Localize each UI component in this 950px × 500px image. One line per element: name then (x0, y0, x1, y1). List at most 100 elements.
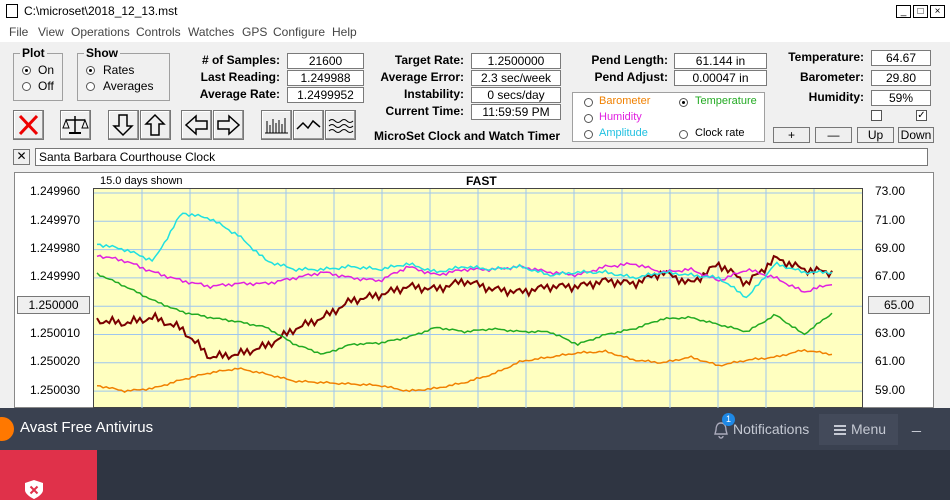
checkbox-right[interactable]: ✓ (916, 110, 927, 121)
show-averages-radio[interactable] (86, 82, 95, 91)
arrow-down-icon (112, 114, 134, 137)
menu-file[interactable]: File (9, 25, 29, 39)
x-icon (18, 114, 39, 136)
instability-value: 0 secs/day (471, 87, 561, 103)
average-error-value: 2.3 sec/week (471, 70, 561, 86)
avast-status-tile[interactable] (0, 450, 97, 500)
menu-watches[interactable]: Watches (188, 25, 235, 39)
avast-window: Avast Free Antivirus 1 Notifications Men… (0, 408, 950, 500)
clock-name-field[interactable]: Santa Barbara Courthouse Clock (35, 148, 928, 166)
clock-rate-option: Clock rate (695, 127, 745, 139)
menu-view[interactable]: View (38, 25, 64, 39)
series-line-temperature (96, 272, 833, 355)
arrow-right-icon (217, 114, 241, 136)
menu-label: Menu (851, 421, 887, 437)
show-rates-radio[interactable] (86, 66, 95, 75)
show-averages-label: Averages (103, 79, 154, 93)
chart-title: FAST (466, 174, 497, 188)
avast-minimize-button[interactable]: _ (912, 416, 921, 433)
app-icon (6, 4, 18, 18)
target-rate-label: Target Rate: (394, 53, 464, 67)
scale-icon (62, 116, 89, 134)
right-tick-2: 69.00 (875, 241, 906, 255)
samples-value: 21600 (287, 53, 364, 69)
show-rates-label: Rates (103, 63, 135, 77)
avast-header (0, 408, 950, 450)
hamburger-icon (834, 425, 846, 435)
close-button[interactable]: × (930, 5, 945, 18)
temperature-option: Temperature (695, 95, 757, 107)
temperature-radio[interactable] (679, 98, 688, 107)
wave-graph-button[interactable] (325, 110, 356, 140)
bar-graph-icon (265, 118, 288, 134)
amplitude-radio[interactable] (584, 130, 593, 139)
right-tick-3: 67.00 (875, 269, 906, 283)
minimize-button[interactable]: _ (896, 5, 911, 18)
menu-gps[interactable]: GPS (242, 25, 268, 39)
scale-button[interactable] (60, 110, 91, 140)
left-scale-button[interactable]: 1.250000 (17, 296, 90, 314)
current-time-label: Current Time: (385, 104, 464, 118)
average-rate-value: 1.2499952 (287, 87, 364, 103)
plot-group (13, 53, 63, 101)
left-tick-7: 1.250030 (30, 383, 81, 397)
target-rate-value: 1.2500000 (471, 53, 561, 69)
clock-rate-radio[interactable] (679, 130, 688, 139)
plot-on-radio[interactable] (22, 66, 31, 75)
maximize-button[interactable]: □ (913, 5, 928, 18)
minus-button[interactable]: — (815, 127, 852, 143)
left-tick-3: 1.249990 (30, 269, 81, 283)
avast-app-name: Avast Free Antivirus (20, 419, 154, 436)
humidity-label: Humidity: (808, 90, 864, 104)
clear-clock-button[interactable]: ✕ (13, 149, 30, 165)
right-scale-button[interactable]: 65.00 (868, 296, 930, 314)
barometer-radio[interactable] (584, 98, 593, 107)
menu-button[interactable] (819, 414, 898, 445)
amplitude-option: Amplitude (599, 127, 648, 139)
menu-operations[interactable]: Operations (71, 25, 130, 39)
average-error-label: Average Error: (380, 70, 464, 84)
shield-x-icon (25, 480, 43, 499)
humidity-radio[interactable] (584, 114, 593, 123)
plot-on-label: On (38, 63, 55, 77)
line-graph-button[interactable] (293, 110, 324, 140)
up-button[interactable]: Up (857, 127, 894, 143)
notification-badge: 1 (722, 413, 735, 426)
checkbox-left[interactable] (871, 110, 882, 121)
arrow-left-button[interactable] (181, 110, 212, 140)
humidity-value: 59% (871, 90, 931, 106)
menu-configure[interactable]: Configure (273, 25, 326, 39)
arrow-down-button[interactable] (108, 110, 139, 140)
left-tick-1: 1.249970 (30, 213, 81, 227)
arrow-right-button[interactable] (213, 110, 244, 140)
pend-length-label: Pend Length: (591, 53, 668, 67)
barometer-label: Barometer: (799, 70, 864, 84)
bars-button[interactable] (261, 110, 292, 140)
last-reading-label: Last Reading: (200, 70, 280, 84)
show-group-title: Show (84, 46, 120, 60)
down-button[interactable]: Down (898, 127, 934, 143)
right-tick-1: 71.00 (875, 213, 906, 227)
chart-svg (94, 189, 862, 408)
temperature-label: Temperature: (788, 50, 864, 64)
temperature-value: 64.67 (871, 50, 931, 66)
window-title: C:\microset\2018_12_13.mst (24, 4, 178, 18)
line-graph-icon (296, 119, 321, 130)
current-time-value: 11:59:59 PM (471, 104, 561, 120)
wave-icon (328, 119, 354, 133)
samples-label: # of Samples: (201, 53, 280, 67)
plus-button[interactable]: + (773, 127, 810, 143)
left-tick-2: 1.249980 (30, 241, 81, 255)
left-tick-5: 1.250010 (30, 326, 81, 340)
notifications-link[interactable]: Notifications (733, 421, 810, 437)
series-select-group (572, 92, 765, 142)
title-bar: C:\microset\2018_12_13.mst _ □ × (0, 0, 950, 23)
menu-help[interactable]: Help (332, 25, 357, 39)
stop-button[interactable] (13, 110, 44, 140)
plot-off-radio[interactable] (22, 82, 31, 91)
arrow-up-button[interactable] (140, 110, 171, 140)
series-line-rate (96, 254, 833, 361)
menu-bar: File View Operations Controls Watches GP… (0, 22, 950, 42)
menu-controls[interactable]: Controls (136, 25, 181, 39)
last-reading-value: 1.249988 (287, 70, 364, 86)
